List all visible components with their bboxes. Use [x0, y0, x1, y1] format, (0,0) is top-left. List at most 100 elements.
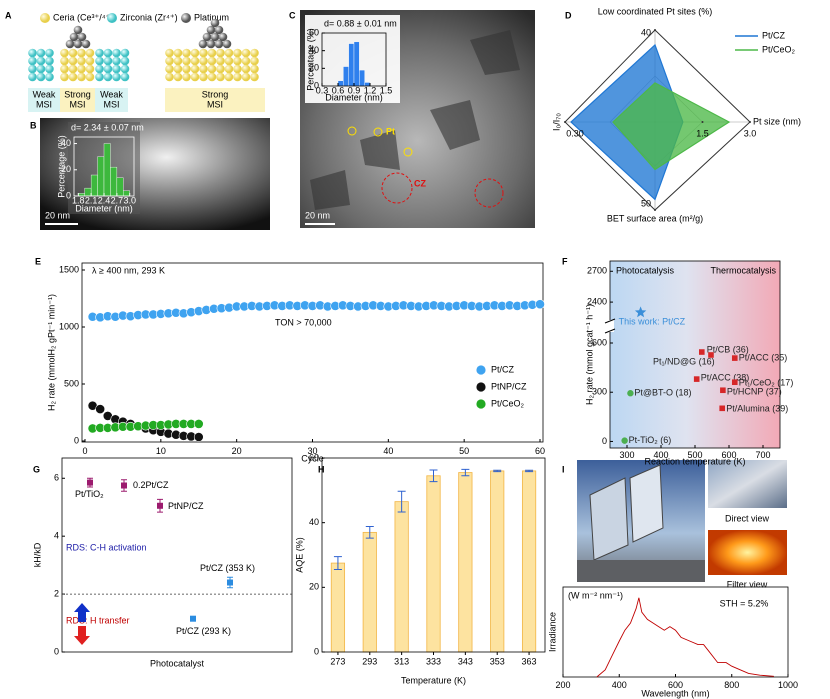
legend-swatch: [476, 382, 486, 392]
atom: [190, 64, 200, 74]
pt-atom: [202, 32, 212, 42]
data-point: [621, 437, 628, 444]
x-tick-label: 400: [612, 680, 627, 690]
x-axis-label: Diameter (nm): [325, 92, 383, 102]
region-label: Weak: [33, 89, 56, 99]
x-tick-label: 800: [724, 680, 739, 690]
error-bar: [333, 556, 342, 571]
radar-axis-label: Pt size (nm): [753, 116, 801, 126]
atom: [36, 64, 46, 74]
spectrum-line: [596, 597, 774, 678]
x-tick-label: 333: [426, 656, 441, 666]
x-tick-label: 40: [383, 446, 393, 456]
error-bar: [461, 468, 470, 477]
point-label: Pt₁/ND@G (16): [653, 356, 715, 366]
atom: [250, 56, 259, 66]
atom: [112, 56, 121, 66]
x-axis-label: Wavelength (nm): [641, 688, 709, 698]
pt-atom: [73, 39, 83, 49]
point-label: Pt-TiO₂ (6): [629, 435, 672, 445]
atom: [60, 64, 69, 74]
data-point: [627, 390, 634, 397]
atom: [45, 48, 54, 58]
region-label: Thermocatalysis: [710, 265, 776, 275]
radar-axis-label: Low coordinated Pt sites (%): [598, 6, 713, 16]
atom: [216, 64, 225, 74]
atom: [85, 56, 95, 66]
error-bar: [525, 469, 534, 473]
data-point: [227, 579, 233, 586]
axis-break: [606, 320, 614, 332]
atom: [60, 72, 69, 82]
histogram-bar: [103, 143, 111, 197]
axis-break-mark: [604, 318, 616, 324]
y-axis-label: Percentage (%): [305, 28, 315, 91]
y-tick-label: 600: [592, 337, 607, 347]
point-label: Pt/ACC (38): [701, 372, 750, 382]
radar-tick-label: 40: [641, 27, 651, 37]
x-tick-label: 0: [82, 446, 87, 456]
y-tick-label: 0: [54, 646, 59, 656]
y-tick-label: 40: [309, 45, 319, 55]
panel-label: D: [565, 10, 572, 20]
atom: [68, 72, 78, 82]
atom: [36, 72, 46, 82]
cz-label: CZ: [414, 178, 426, 188]
x-tick-label: 500: [687, 450, 702, 460]
point-label: Pt@BT-O (18): [634, 388, 691, 398]
atom: [207, 64, 217, 74]
x-tick-label: 700: [755, 450, 770, 460]
scale-label: 20 nm: [305, 210, 330, 220]
atom: [45, 56, 54, 66]
region: [310, 170, 350, 210]
atom: [36, 56, 46, 66]
atom: [241, 48, 251, 58]
data-point: [190, 615, 196, 622]
atom: [28, 64, 37, 74]
atom: [165, 56, 174, 66]
atom: [45, 72, 54, 82]
atom: [112, 64, 121, 74]
y-tick-label: 300: [592, 387, 607, 397]
x-axis-label: Reaction temperature (K): [644, 456, 745, 466]
cz-circle: [381, 172, 413, 204]
x-tick-label: 3.0: [123, 196, 136, 206]
atom: [165, 48, 174, 58]
radar-tick-label: 0.30: [566, 128, 584, 138]
y-tick-label: 0: [314, 646, 319, 656]
radar-series: [612, 82, 731, 171]
atom: [95, 72, 104, 82]
y-tick-label: 2400: [587, 296, 607, 306]
bar: [394, 501, 409, 653]
x-tick-label: 300: [619, 450, 634, 460]
legend-label: Ceria (Ce³⁺/⁴⁺): [53, 12, 113, 22]
x-tick-label: 10: [156, 446, 166, 456]
x-tick-label: 2.7: [111, 196, 124, 206]
point-label: Pt/CZ (353 K): [200, 563, 255, 573]
markers: [347, 126, 504, 208]
pt-atom: [210, 32, 220, 42]
data-point: [535, 299, 545, 310]
atom: [112, 72, 121, 82]
region: [470, 30, 520, 75]
atom: [112, 48, 121, 58]
arrow-up: [74, 603, 90, 622]
inset-title: d= 0.88 ± 0.01 nm: [324, 18, 397, 28]
pt-atom: [214, 25, 224, 35]
pt-label: Pt: [386, 126, 395, 136]
pt-atom: [77, 32, 87, 42]
y-axis-label: Irradiance: [547, 612, 557, 652]
atom: [68, 56, 78, 66]
x-tick-label: 20: [232, 446, 242, 456]
histogram-bar: [348, 43, 355, 87]
region-label: Photocatalysis: [616, 265, 675, 275]
atom: [173, 64, 183, 74]
histogram-bar: [343, 66, 349, 87]
y-tick-label: 500: [64, 378, 79, 388]
point-label: Pt/TiO₂: [75, 489, 104, 499]
atom: [45, 64, 54, 74]
legend-label: Pt/CeO₂: [762, 44, 796, 54]
y-tick-label: 4: [54, 531, 59, 541]
caption: Filter view: [727, 579, 768, 589]
